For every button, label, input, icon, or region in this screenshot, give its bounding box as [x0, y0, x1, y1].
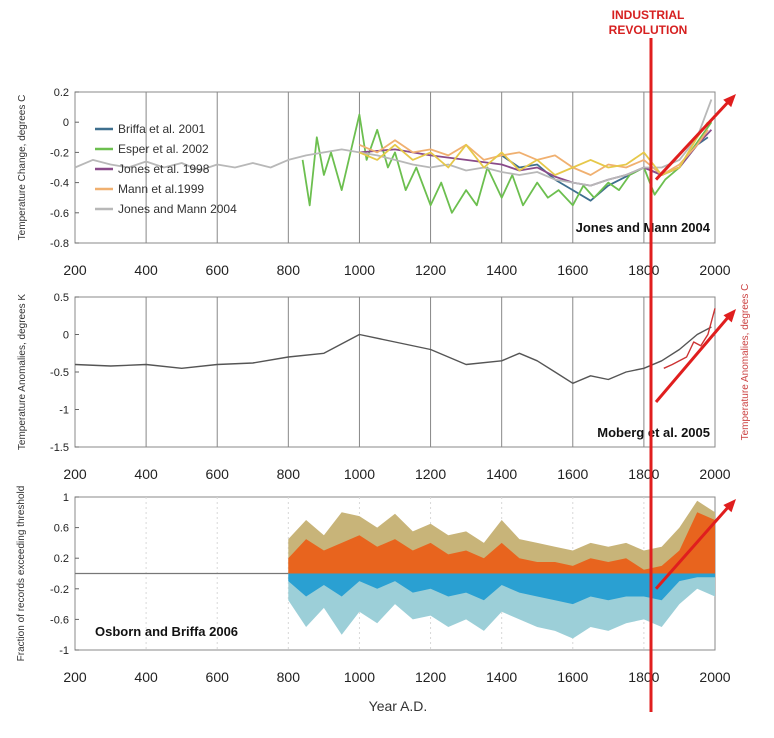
ir-label-line2: REVOLUTION	[609, 23, 688, 37]
panel-moberg-2005: 200 400 600 800 1000 1200 1400 1600 1800 2000 0.5 0…	[17, 284, 751, 482]
y-tick-label: 0.5	[54, 292, 69, 304]
panel-title: Moberg et al. 2005	[597, 425, 710, 440]
y-tick-label: -0.4	[50, 178, 69, 190]
x-tick-label: 1400	[486, 262, 517, 278]
panel-title: Osborn and Briffa 2006	[95, 624, 238, 639]
industrial-revolution-annotation: INDUSTRIAL REVOLUTION	[609, 8, 688, 37]
x-tick-label: 2000	[699, 262, 730, 278]
y-tick-label: -0.2	[50, 584, 69, 596]
y-tick-label: -1.5	[50, 442, 69, 454]
legend-entry: Jones et al. 1998	[118, 162, 210, 176]
line-series-0	[74, 326, 712, 384]
y-axis-label: Fraction of records exceeding threshold	[16, 486, 27, 662]
x-tick-label: 1600	[557, 262, 588, 278]
line-series-1	[663, 308, 716, 369]
x-tick-label: 800	[277, 466, 301, 482]
trend-arrow-shaft	[654, 314, 732, 403]
ir-label-line1: INDUSTRIAL	[612, 8, 685, 22]
x-tick-label: 1600	[557, 669, 588, 685]
x-tick-label: 600	[206, 466, 230, 482]
y-tick-label: -0.5	[50, 367, 69, 379]
y-tick-label: -0.8	[50, 238, 69, 250]
x-tick-label: 200	[63, 262, 87, 278]
x-tick-label: 600	[206, 669, 230, 685]
y-axis-label: Temperature Anomalies, degrees K	[17, 294, 28, 451]
panel-osborn-briffa-2006: 200 400 600 800 1000 1200 1400 1600 1800 2000 1 0.6…	[16, 486, 736, 685]
x-tick-label: 600	[206, 262, 230, 278]
x-tick-label: 200	[63, 669, 87, 685]
y-tick-label: -0.6	[50, 614, 69, 626]
y-tick-label: 0	[63, 330, 69, 342]
x-tick-label: 1000	[344, 466, 375, 482]
y-tick-label: -1	[59, 405, 69, 417]
y-tick-label: 0.2	[54, 87, 69, 99]
y-tick-label: 0	[63, 117, 69, 129]
legend-entry: Esper et al. 2002	[118, 142, 209, 156]
y-axis-label-right: Temperature Anomalies, degrees C	[740, 284, 751, 441]
x-tick-label: 400	[134, 669, 158, 685]
x-tick-label: 1000	[344, 262, 375, 278]
panel-title: Jones and Mann 2004	[576, 220, 711, 235]
x-tick-label: 200	[63, 466, 87, 482]
y-tick-label: -1	[59, 645, 69, 657]
line-series-4	[74, 99, 713, 187]
area-series-1	[288, 512, 715, 574]
trend-arrow-shaft	[654, 98, 732, 181]
x-tick-label: 800	[277, 669, 301, 685]
x-tick-label: 1200	[415, 466, 446, 482]
x-tick-label: 1400	[486, 466, 517, 482]
y-tick-label: 0.2	[54, 553, 69, 565]
legend-entry: Jones and Mann 2004	[118, 202, 237, 216]
x-tick-label: 400	[134, 466, 158, 482]
trend-arrow-shaft	[654, 504, 732, 590]
panel-jones-mann-2004: 200 400 600 800 1000 1200 1400 1600 1800 2000 0.2 0…	[17, 87, 736, 278]
trend-arrow-head	[723, 309, 736, 323]
x-tick-label: 1800	[628, 669, 659, 685]
x-tick-label: 1800	[628, 262, 659, 278]
x-tick-label: 1200	[415, 669, 446, 685]
line-series-5	[359, 121, 709, 176]
x-tick-label: 800	[277, 262, 301, 278]
trend-arrow-head	[723, 499, 736, 513]
x-tick-label: 1400	[486, 669, 517, 685]
legend-entry: Mann et al.1999	[118, 182, 204, 196]
x-tick-label: 1800	[628, 466, 659, 482]
x-tick-label: 2000	[699, 669, 730, 685]
x-tick-label: 1000	[344, 669, 375, 685]
x-tick-label: 1600	[557, 466, 588, 482]
y-tick-label: -0.6	[50, 208, 69, 220]
y-tick-label: 1	[63, 492, 69, 504]
x-tick-label: 1200	[415, 262, 446, 278]
plot-frame	[74, 296, 716, 448]
x-tick-label: 2000	[699, 466, 730, 482]
area-series-3	[288, 573, 715, 605]
x-axis-label: Year A.D.	[369, 698, 428, 714]
legend-entry: Briffa et al. 2001	[118, 122, 205, 136]
y-tick-label: -0.2	[50, 147, 69, 159]
y-tick-label: 0.6	[54, 523, 69, 535]
y-axis-label: Temperature Change, degrees C	[17, 95, 28, 241]
x-tick-label: 400	[134, 262, 158, 278]
trend-arrow-head	[723, 94, 736, 108]
